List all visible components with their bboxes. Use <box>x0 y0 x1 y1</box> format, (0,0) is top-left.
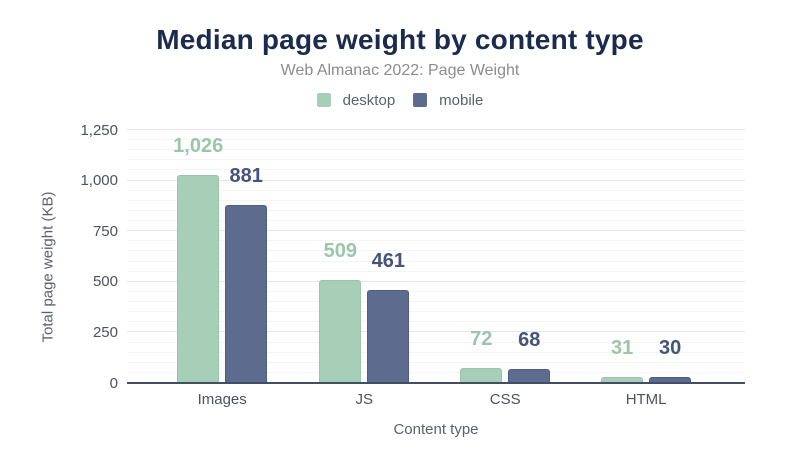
bar-slot-desktop: 1,026 <box>173 130 223 383</box>
gridline-minor <box>127 361 745 363</box>
bar-value-label-mobile-js: 461 <box>371 249 405 272</box>
legend-swatch-desktop <box>316 93 331 107</box>
bar-slot-desktop: 31 <box>601 130 644 383</box>
bar-group-html: 31 30 <box>601 130 692 383</box>
gridline-minor <box>127 270 745 272</box>
bar-slot-mobile: 30 <box>649 130 692 383</box>
gridline-major <box>127 280 745 282</box>
gridline-minor <box>127 149 745 151</box>
gridline-minor <box>127 169 745 171</box>
gridline-minor <box>127 209 745 211</box>
gridline-major <box>127 230 745 232</box>
gridline-minor <box>127 139 745 141</box>
gridline-minor <box>127 240 745 242</box>
bar-slot-mobile: 461 <box>367 130 410 383</box>
y-tick-label: 0 <box>109 374 118 392</box>
gridline-minor <box>127 321 745 323</box>
bar-slot-desktop: 509 <box>319 130 362 383</box>
bar-desktop-css <box>460 368 503 383</box>
bar-value-label-desktop-html: 31 <box>610 336 634 359</box>
y-tick-label: 750 <box>92 222 118 240</box>
y-axis-title: Total page weight (KB) <box>39 191 57 343</box>
bar-group-css: 72 68 <box>460 130 551 383</box>
gridline-minor <box>127 250 745 252</box>
gridline-major <box>127 179 745 181</box>
gridline-minor <box>127 301 745 303</box>
bar-value-label-desktop-css: 72 <box>470 328 493 351</box>
gridline-minor <box>127 351 745 353</box>
gridline-minor <box>127 189 745 191</box>
bar-slot-mobile: 68 <box>508 130 551 383</box>
gridline-minor <box>127 341 745 343</box>
gridline-minor <box>127 159 745 161</box>
gridline-minor <box>127 371 745 373</box>
bar-desktop-js <box>319 279 362 383</box>
legend: desktop mobile <box>0 91 800 109</box>
y-tick-label: 250 <box>92 323 118 341</box>
x-tick-label-css: CSS <box>489 391 521 408</box>
bar-slot-desktop: 72 <box>460 130 503 383</box>
legend-swatch-mobile <box>413 93 428 107</box>
bar-mobile-css <box>508 369 551 383</box>
legend-label-mobile: mobile <box>439 91 484 109</box>
x-axis-title: Content type <box>393 421 479 438</box>
gridline-minor <box>127 260 745 262</box>
plot-area: 1,026 881 509 461 72 68 31 30 <box>127 129 745 384</box>
gridline-major <box>127 331 745 333</box>
gridline-major <box>127 129 745 130</box>
legend-item-mobile: mobile <box>413 92 483 109</box>
bar-value-label-mobile-css: 68 <box>518 329 541 352</box>
bar-mobile-images <box>225 204 268 383</box>
bar-value-label-desktop-js: 509 <box>323 239 357 262</box>
chart-subtitle: Web Almanac 2022: Page Weight <box>280 62 520 79</box>
y-tick-label: 1,250 <box>80 121 118 139</box>
bar-desktop-html <box>601 376 644 383</box>
bar-value-label-mobile-html: 30 <box>658 336 682 359</box>
bar-value-label-desktop-images: 1,026 <box>173 135 224 158</box>
bar-group-js: 509 461 <box>319 130 410 383</box>
x-tick-label-js: JS <box>355 391 374 408</box>
legend-label-desktop: desktop <box>342 91 396 109</box>
chart-title: Median page weight by content type <box>156 24 644 55</box>
bar-desktop-images <box>177 175 220 383</box>
y-tick-label: 1,000 <box>80 172 118 190</box>
gridline-minor <box>127 311 745 313</box>
gridline-minor <box>127 290 745 292</box>
gridline-minor <box>127 220 745 222</box>
bar-slot-mobile: 881 <box>225 130 268 383</box>
x-axis-line <box>127 382 745 384</box>
bar-mobile-js <box>367 289 410 383</box>
x-tick-label-images: Images <box>197 391 247 408</box>
x-tick-label-html: HTML <box>625 391 667 408</box>
bar-value-label-mobile-images: 881 <box>229 164 263 187</box>
bar-mobile-html <box>649 376 692 383</box>
gridline-minor <box>127 199 745 201</box>
y-tick-label: 500 <box>92 273 118 291</box>
legend-item-desktop: desktop <box>316 91 396 109</box>
bar-group-images: 1,026 881 <box>173 130 268 383</box>
